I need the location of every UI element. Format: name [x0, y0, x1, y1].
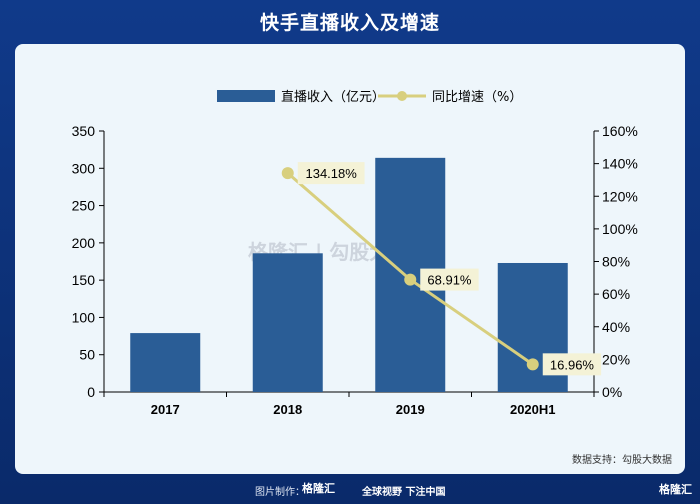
right-tick-label: 60% — [602, 286, 630, 302]
right-tick-label: 0% — [602, 384, 622, 400]
left-tick-label: 300 — [72, 160, 96, 176]
left-tick-label: 150 — [72, 272, 96, 288]
right-tick-label: 80% — [602, 254, 630, 270]
footer-logo: 格隆汇 — [302, 482, 335, 495]
right-tick-label: 100% — [602, 221, 638, 237]
left-tick-label: 200 — [72, 235, 96, 251]
right-tick-label: 40% — [602, 319, 630, 335]
left-tick-label: 250 — [72, 198, 96, 214]
legend-marker-line — [397, 91, 407, 101]
legend-label-bar: 直播收入（亿元） — [281, 90, 385, 105]
growth-point — [281, 167, 294, 180]
data-label: 68.91% — [427, 273, 472, 288]
right-tick-label: 160% — [602, 123, 638, 139]
legend-swatch-bar — [217, 90, 275, 102]
data-label-box — [542, 353, 602, 376]
data-label: 134.18% — [305, 166, 357, 181]
footer: 图片制作： 格隆汇 全球视野 下注中国 格隆汇 — [0, 478, 700, 504]
data-label: 16.96% — [550, 357, 595, 372]
bar — [130, 333, 201, 392]
data-label-box — [297, 162, 365, 185]
x-tick-label: 2017 — [151, 402, 180, 417]
legend-label-line: 同比增速（%） — [432, 90, 522, 105]
right-tick-label: 120% — [602, 188, 638, 204]
x-tick-label: 2018 — [273, 402, 302, 417]
footer-slogan: 全球视野 下注中国 — [362, 487, 446, 498]
left-tick-label: 50 — [79, 347, 95, 363]
data-label-box — [420, 268, 479, 291]
left-tick-label: 0 — [87, 384, 95, 400]
footer-made-by: 图片制作： — [255, 487, 305, 498]
footer-corner-logo: 格隆汇 — [659, 483, 692, 496]
right-tick-label: 140% — [602, 156, 638, 172]
source-note: 数据支持：勾股大数据 — [572, 455, 672, 466]
growth-point — [526, 358, 539, 371]
chart-card — [15, 44, 685, 474]
left-tick-label: 350 — [72, 123, 96, 139]
page-title: 快手直播收入及增速 — [259, 12, 440, 34]
right-tick-label: 20% — [602, 351, 630, 367]
bar — [252, 253, 323, 392]
left-tick-label: 100 — [72, 309, 96, 325]
growth-point — [404, 273, 417, 286]
x-tick-label: 2020H1 — [510, 402, 556, 417]
x-tick-label: 2019 — [396, 402, 425, 417]
